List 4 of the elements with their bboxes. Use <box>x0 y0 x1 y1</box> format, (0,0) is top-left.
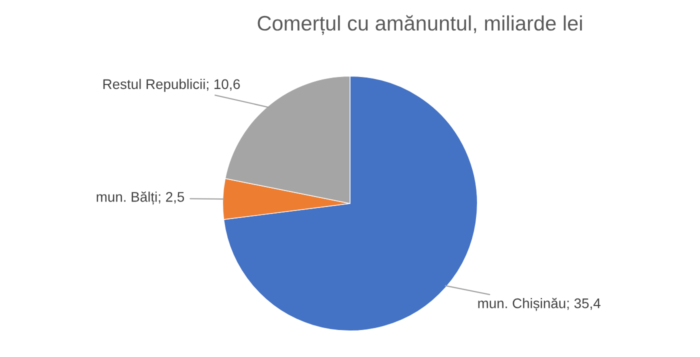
slice-label: mun. Bălți; 2,5 <box>96 191 184 205</box>
chart-title: Comerțul cu amănuntul, miliarde lei <box>258 15 582 35</box>
slice-label: Restul Republicii; 10,6 <box>103 78 240 92</box>
slice-label: mun. Chișinău; 35,4 <box>478 298 600 312</box>
